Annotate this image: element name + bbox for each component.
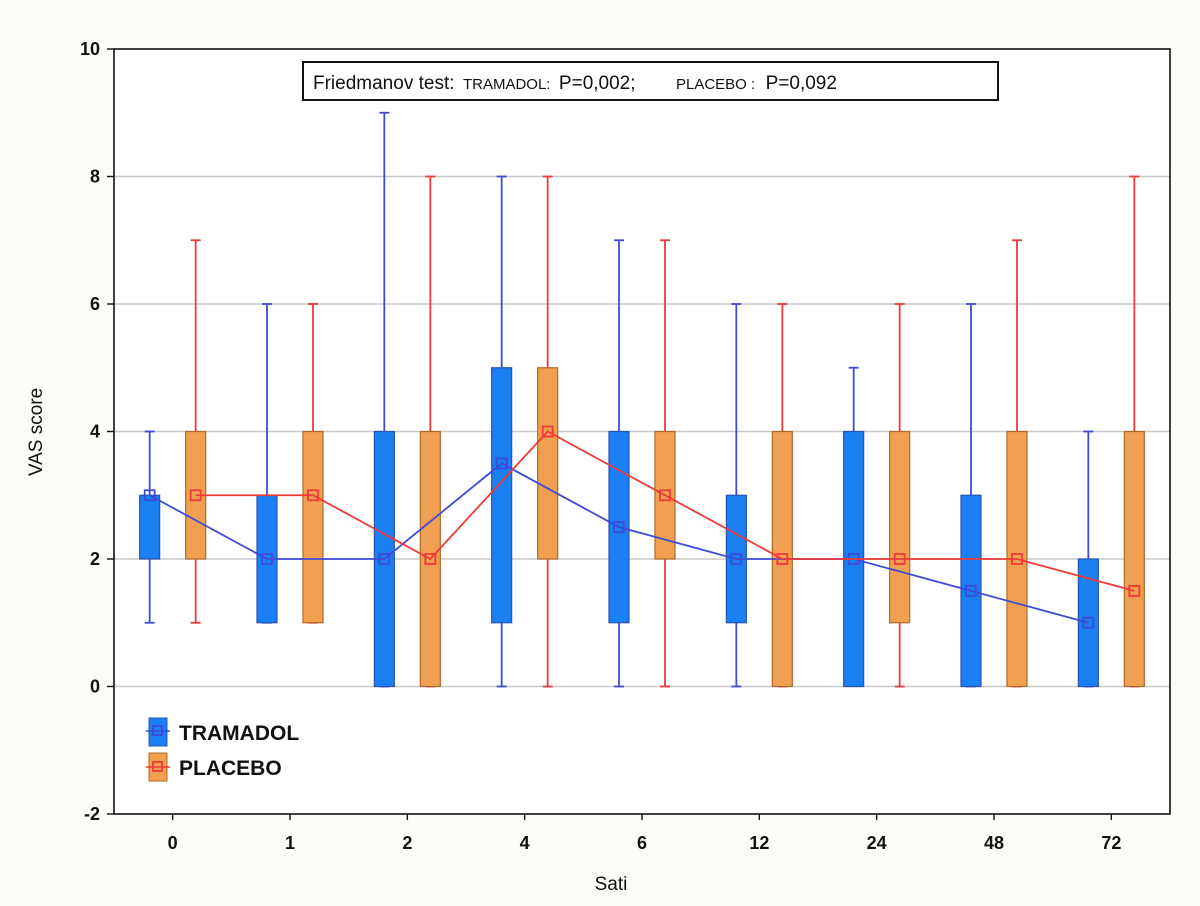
annotation-box: Friedmanov test: TRAMADOL: P=0,002; PLAC… [302,61,999,101]
box-marks [139,111,1145,688]
legend-label-placebo: PLACEBO [179,757,282,780]
legend-item-placebo: PLACEBO [146,752,282,782]
legend-marker-placebo [152,761,163,772]
median-marker-tramadol [261,553,273,565]
legend-swatch-tramadol [148,717,168,747]
median-marker-placebo [189,489,202,502]
annotation-placebo-p: P=0,092 [766,73,837,94]
y-axis-label: VAS score [26,388,47,476]
x-tick-label: 0 [168,833,178,853]
x-tick-label: 12 [749,833,769,853]
x-tick-label: 48 [984,833,1004,853]
legend-item-tramadol: TRAMADOL [146,717,299,747]
x-axis-label: Sati [595,874,628,895]
annotation-prefix: Friedmanov test: [313,73,455,94]
median-marker-placebo [1011,553,1023,565]
annotation-placebo-label: PLACEBO : [676,76,755,93]
legend: TRAMADOL PLACEBO [146,717,299,782]
y-tick-label: 10 [80,39,100,59]
median-lines [143,425,1141,629]
box-tramadol [139,494,161,560]
median-marker-tramadol [613,521,625,534]
x-tick-label: 24 [867,833,887,853]
legend-marker-tramadol [152,725,163,736]
median-marker-placebo [893,553,906,565]
x-tick-label: 4 [520,833,530,853]
y-tick-label: 0 [90,677,100,697]
median-marker-placebo [659,489,671,502]
x-tick-label: 2 [402,833,412,853]
median-marker-tramadol [495,457,508,470]
median-marker-placebo [424,553,437,565]
median-marker-placebo [1128,584,1141,597]
y-tick-label: 2 [90,549,100,569]
median-marker-placebo [541,425,554,438]
median-marker-placebo [776,553,789,565]
median-line-tramadol [149,462,1089,624]
y-tick-label: 8 [90,167,100,187]
box-tramadol [491,367,513,624]
annotation-tramadol-p: P=0,002; [559,73,636,94]
annotation-text: Friedmanov test: TRAMADOL: P=0,002; PLAC… [313,73,837,94]
box-placebo [1123,430,1145,688]
median-marker-tramadol [965,584,977,597]
legend-label-tramadol: TRAMADOL [179,722,299,745]
gridlines [114,49,1170,814]
median-line-placebo [195,430,1135,592]
box-placebo [302,430,324,624]
x-tick-label: 1 [285,833,295,853]
box-placebo [537,367,559,560]
x-tick-label: 6 [637,833,647,853]
median-marker-tramadol [378,553,391,565]
median-marker-tramadol [1082,616,1095,629]
y-tick-label: 4 [90,422,100,442]
median-marker-tramadol [730,553,743,565]
annotation-tramadol-label: TRAMADOL: [463,76,551,93]
box-placebo [889,430,911,624]
y-tick-label: 6 [90,294,100,314]
median-marker-tramadol [143,489,156,502]
median-marker-placebo [307,489,319,502]
x-tick-label: 72 [1101,833,1121,853]
y-tick-label: -2 [84,804,100,824]
